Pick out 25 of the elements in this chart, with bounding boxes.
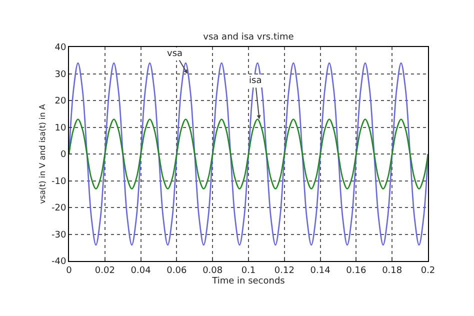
x-tick-label: 0.04 (130, 266, 152, 276)
annotation: isa (249, 76, 262, 86)
x-tick-label: 0.16 (346, 266, 366, 276)
y-tick-label: 0 (60, 150, 66, 160)
x-tick-label: 0.02 (94, 266, 115, 276)
x-tick-label: 0.06 (166, 266, 187, 276)
y-axis-title: vsa(t) in V and isa(t) in A (38, 104, 48, 204)
x-tick-label: 0.18 (382, 266, 402, 276)
x-tick-label: 0.2 (420, 266, 436, 276)
y-tick-label: 30 (54, 70, 66, 80)
y-tick-label: -40 (51, 257, 66, 268)
x-tick-label: 0.1 (241, 266, 256, 276)
x-tick-label: 0.14 (310, 266, 331, 276)
y-tick-label: -30 (51, 230, 66, 240)
y-tick-label: 20 (54, 96, 66, 107)
annotation: vsa (167, 49, 183, 59)
y-tick-label: -10 (51, 176, 66, 187)
chart-title: vsa and isa vrs.time (203, 32, 294, 42)
x-tick-label: 0.08 (202, 266, 223, 276)
y-tick-label: 40 (54, 43, 66, 54)
x-tick-label: 0.12 (274, 266, 294, 276)
y-tick-label: -20 (51, 204, 66, 214)
line-series (69, 62, 428, 246)
y-tick-label: 10 (54, 123, 66, 134)
x-axis-title: Time in seconds (211, 276, 286, 287)
